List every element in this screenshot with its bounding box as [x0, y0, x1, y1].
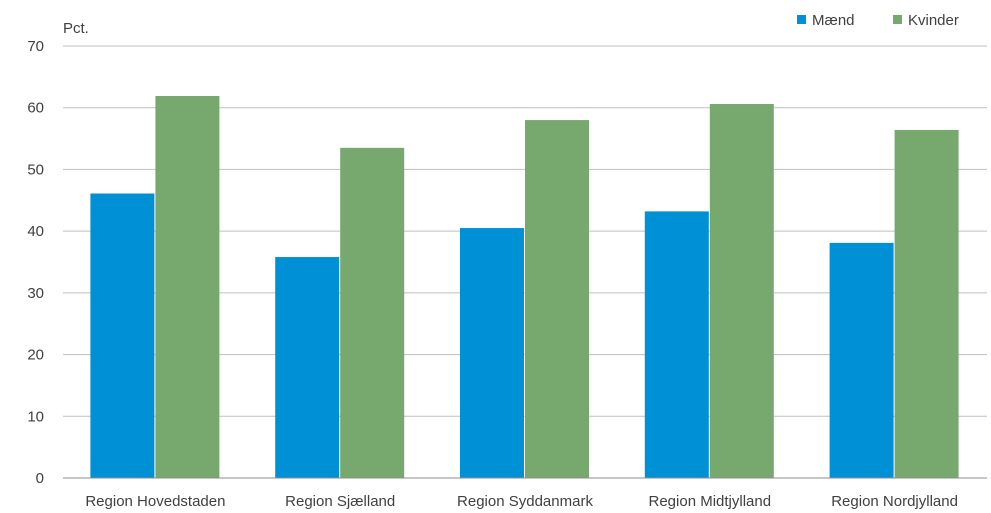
y-tick-label: 0	[36, 470, 44, 487]
x-category-label: Region Midtjylland	[649, 493, 772, 510]
bar-maend	[644, 211, 709, 478]
bar-maend	[90, 193, 155, 479]
bar-maend	[275, 257, 340, 478]
x-axis-categories: Region Hovedstaden Region Sjælland Region …	[85, 493, 958, 510]
bar-kvinder	[709, 104, 774, 479]
bar-kvinder	[525, 120, 589, 479]
legend-swatch	[797, 15, 806, 24]
y-tick-label: 20	[27, 347, 44, 364]
y-tick-label: 30	[27, 285, 44, 302]
y-tick-label: 70	[27, 38, 44, 55]
x-category-label: Region Hovedstaden	[85, 493, 225, 510]
legend-label: Mænd	[812, 12, 855, 29]
y-tick-label: 60	[27, 100, 44, 117]
x-category-label: Region Nordjylland	[831, 493, 958, 510]
bar-kvinder	[894, 129, 959, 478]
bar-maend	[460, 228, 524, 478]
x-category-label: Region Sjælland	[285, 493, 395, 510]
legend: Mænd Kvinder	[797, 12, 959, 29]
y-tick-label: 10	[27, 408, 44, 425]
bar-maend	[829, 242, 894, 478]
y-axis-label: Pct.	[63, 20, 89, 37]
x-category-label: Region Syddanmark	[457, 493, 593, 510]
bar-kvinder	[340, 147, 405, 479]
y-tick-label: 50	[27, 161, 44, 178]
y-tick-label: 40	[27, 223, 44, 240]
bar-kvinder	[155, 95, 220, 478]
y-axis-ticks: 0 10 20 30 40 50 60 70	[27, 38, 44, 487]
legend-label: Kvinder	[908, 12, 959, 29]
bars	[90, 95, 959, 479]
legend-swatch	[893, 15, 902, 24]
